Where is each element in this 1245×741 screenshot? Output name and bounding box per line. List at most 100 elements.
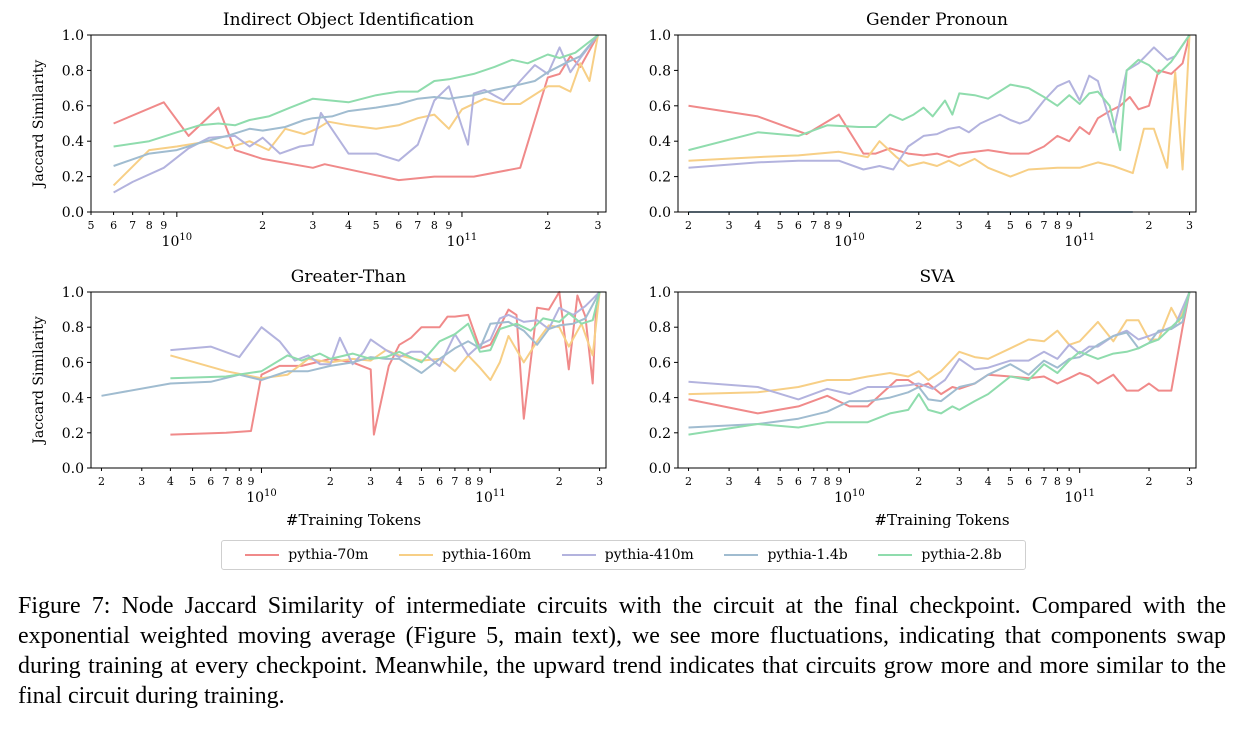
- x-minor-tick-label: 6: [795, 219, 802, 232]
- series-line-pythia-70m: [170, 291, 601, 436]
- y-axis-label: Jaccard Similarity: [31, 60, 47, 190]
- series-line-pythia-160m: [170, 291, 601, 381]
- x-tick-label: 1011: [1064, 488, 1095, 506]
- plot-frame: [677, 34, 1197, 213]
- x-minor-tick-label: 9: [445, 219, 452, 232]
- x-tick-label: 1011: [447, 232, 478, 250]
- x-minor-tick-label: 8: [1054, 475, 1061, 488]
- plot-frame: [677, 291, 1197, 469]
- legend-item-pythia-70m: pythia-70m: [245, 547, 368, 563]
- x-minor-tick-label: 4: [985, 475, 992, 488]
- y-tick-label: 0.6: [62, 99, 84, 115]
- x-minor-tick-label: 6: [207, 475, 214, 488]
- y-tick-label: 0.8: [62, 63, 84, 79]
- x-minor-tick-label: 8: [824, 219, 831, 232]
- x-minor-tick-label: 3: [956, 475, 963, 488]
- x-tick-label: 1010: [834, 232, 865, 250]
- x-tick-label: 1010: [834, 488, 865, 506]
- x-minor-tick-label: 3: [309, 219, 316, 232]
- series-line-pythia-410m: [113, 34, 599, 194]
- series-line-pythia-2.8b: [113, 34, 599, 148]
- x-minor-tick-label: 6: [110, 219, 117, 232]
- x-minor-tick-label: 5: [418, 475, 425, 488]
- x-minor-tick-label: 5: [88, 219, 95, 232]
- legend-label: pythia-2.8b: [921, 547, 1002, 563]
- x-tick-label: 1011: [475, 488, 506, 506]
- x-tick-label: 1010: [246, 488, 277, 506]
- legend-item-pythia-410m: pythia-410m: [561, 547, 694, 563]
- y-tick-label: 0.4: [649, 391, 671, 407]
- x-minor-tick-label: 3: [138, 475, 145, 488]
- x-minor-tick-label: 7: [414, 219, 421, 232]
- series-line-pythia-1.4b: [101, 291, 601, 397]
- series-line-pythia-70m: [688, 34, 1191, 159]
- x-minor-tick-label: 7: [451, 475, 458, 488]
- y-tick-label: 0.0: [62, 205, 84, 221]
- series-line-pythia-160m: [112, 34, 599, 187]
- legend-label: pythia-160m: [442, 547, 532, 563]
- x-tick-label: 1010: [162, 232, 193, 250]
- x-minor-tick-label: 7: [1041, 475, 1048, 488]
- x-minor-tick-label: 6: [1025, 219, 1032, 232]
- x-minor-tick-label: 9: [247, 475, 254, 488]
- legend-swatch: [245, 554, 280, 556]
- plot-frame: [90, 291, 607, 469]
- x-minor-tick-label: 6: [1025, 475, 1032, 488]
- legend: pythia-70m pythia-160m pythia-410m pythi…: [221, 540, 1026, 570]
- figure-caption: Figure 7: Node Jaccard Similarity of int…: [18, 593, 1226, 709]
- x-minor-tick-label: 2: [685, 475, 692, 488]
- x-minor-tick-label: 5: [373, 219, 380, 232]
- y-tick-label: 0.2: [649, 426, 671, 442]
- series-line-pythia-410m: [688, 291, 1191, 401]
- x-minor-tick-label: 2: [556, 475, 563, 488]
- x-minor-tick-label: 7: [1041, 219, 1048, 232]
- legend-label: pythia-410m: [604, 547, 694, 563]
- x-minor-tick-label: 5: [189, 475, 196, 488]
- y-tick-label: 0.4: [62, 134, 84, 150]
- y-tick-label: 0.2: [62, 170, 84, 186]
- x-minor-tick-label: 8: [465, 475, 472, 488]
- x-minor-tick-label: 3: [726, 475, 733, 488]
- x-minor-tick-label: 2: [259, 219, 266, 232]
- x-minor-tick-label: 7: [223, 475, 230, 488]
- y-tick-label: 0.8: [649, 320, 671, 336]
- x-minor-tick-label: 3: [596, 475, 603, 488]
- series-line-pythia-70m: [113, 34, 599, 182]
- series-line-pythia-2.8b: [688, 291, 1191, 436]
- x-axis-label: #Training Tokens: [874, 511, 1009, 529]
- x-minor-tick-label: 7: [129, 219, 136, 232]
- series-line-pythia-160m: [688, 34, 1191, 178]
- x-minor-tick-label: 8: [146, 219, 153, 232]
- series-line-pythia-1.4b: [113, 34, 599, 167]
- series-line-pythia-2.8b: [688, 34, 1191, 152]
- x-minor-tick-label: 8: [824, 475, 831, 488]
- series-line-pythia-1.4b: [688, 291, 1191, 429]
- x-minor-tick-label: 5: [1007, 219, 1014, 232]
- series-line-pythia-2.8b: [170, 291, 601, 380]
- x-minor-tick-label: 6: [395, 219, 402, 232]
- x-minor-tick-label: 4: [754, 219, 761, 232]
- x-minor-tick-label: 9: [1066, 475, 1073, 488]
- x-minor-tick-label: 3: [956, 219, 963, 232]
- x-minor-tick-label: 5: [777, 475, 784, 488]
- subplot-title: SVA: [919, 267, 955, 287]
- x-minor-tick-label: 3: [1186, 475, 1193, 488]
- series-line-pythia-160m: [688, 291, 1191, 396]
- x-minor-tick-label: 9: [160, 219, 167, 232]
- x-minor-tick-label: 3: [726, 219, 733, 232]
- x-minor-tick-label: 8: [431, 219, 438, 232]
- y-tick-label: 0.8: [649, 63, 671, 79]
- legend-swatch: [399, 554, 434, 556]
- x-minor-tick-label: 9: [476, 475, 483, 488]
- subplot-1: Indirect Object Identification 0.0 0.2 0.4 0…: [31, 10, 607, 250]
- legend-item-pythia-160m: pythia-160m: [399, 547, 531, 563]
- subplot-title: Gender Pronoun: [866, 10, 1008, 30]
- y-tick-label: 1.0: [649, 285, 671, 301]
- legend-swatch: [724, 554, 759, 556]
- y-tick-label: 0.4: [649, 134, 671, 150]
- x-minor-tick-label: 6: [795, 475, 802, 488]
